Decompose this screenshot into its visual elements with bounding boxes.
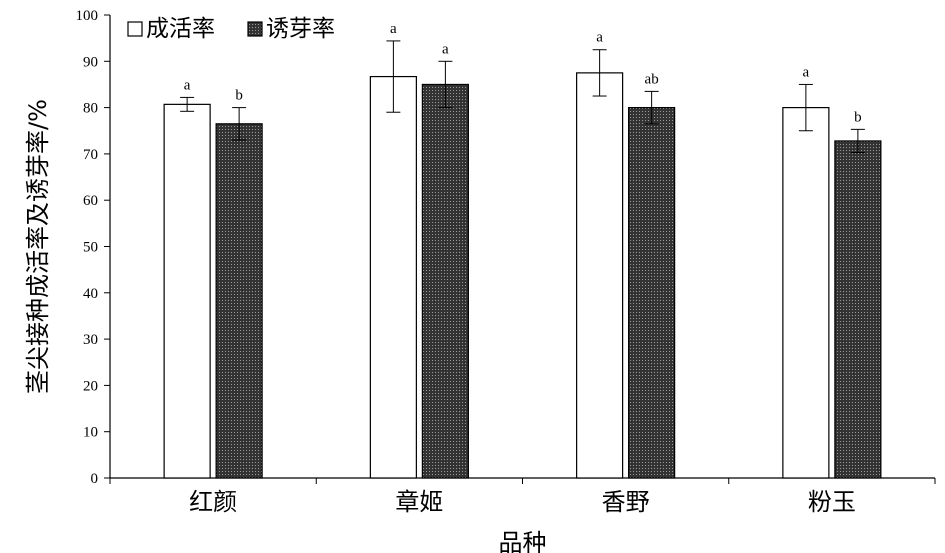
significance-label: a bbox=[442, 41, 449, 57]
x-tick-label: 香野 bbox=[602, 488, 650, 516]
significance-label: a bbox=[184, 77, 191, 93]
bar-bud-induction-rate bbox=[421, 83, 469, 479]
x-tick-label: 红颜 bbox=[189, 488, 237, 516]
y-tick-label: 30 bbox=[83, 332, 98, 348]
x-axis-title: 品种 bbox=[499, 529, 547, 553]
bar-survival-rate bbox=[163, 103, 211, 479]
legend-label: 诱芽率 bbox=[266, 16, 335, 42]
bar-bud-induction-rate bbox=[628, 106, 676, 479]
significance-label: b bbox=[235, 88, 243, 104]
bar-survival-rate bbox=[576, 72, 624, 479]
x-tick-label: 粉玉 bbox=[808, 488, 856, 516]
y-axis-title: 茎尖接种成活率及诱芽率/% bbox=[24, 99, 52, 394]
legend-swatch-survival-rate bbox=[127, 21, 143, 37]
bar-survival-rate bbox=[782, 106, 830, 479]
significance-label: ab bbox=[645, 71, 659, 87]
y-tick-label: 20 bbox=[83, 378, 98, 394]
significance-label: a bbox=[596, 30, 603, 46]
y-tick-label: 70 bbox=[83, 147, 98, 163]
plot-area: 0102030405060708090100ab红颜aa章姬aab香野ab粉玉品… bbox=[24, 8, 936, 553]
significance-label: b bbox=[854, 109, 862, 125]
y-tick-label: 60 bbox=[83, 193, 98, 209]
bar-bud-induction-rate bbox=[834, 140, 882, 479]
y-tick-label: 80 bbox=[83, 101, 98, 117]
bar-bud-induction-rate bbox=[215, 123, 263, 479]
legend-label: 成活率 bbox=[146, 16, 215, 42]
bar-survival-rate bbox=[369, 75, 417, 479]
y-tick-label: 90 bbox=[83, 54, 98, 70]
significance-label: a bbox=[803, 64, 810, 80]
y-tick-label: 0 bbox=[91, 471, 99, 487]
y-tick-label: 50 bbox=[83, 240, 98, 256]
y-tick-label: 10 bbox=[83, 425, 98, 441]
legend-swatch-bud-induction-rate bbox=[247, 21, 263, 37]
y-tick-label: 100 bbox=[76, 8, 99, 24]
x-tick-label: 章姬 bbox=[395, 488, 443, 516]
significance-label: a bbox=[390, 21, 397, 37]
y-tick-label: 40 bbox=[83, 286, 98, 302]
